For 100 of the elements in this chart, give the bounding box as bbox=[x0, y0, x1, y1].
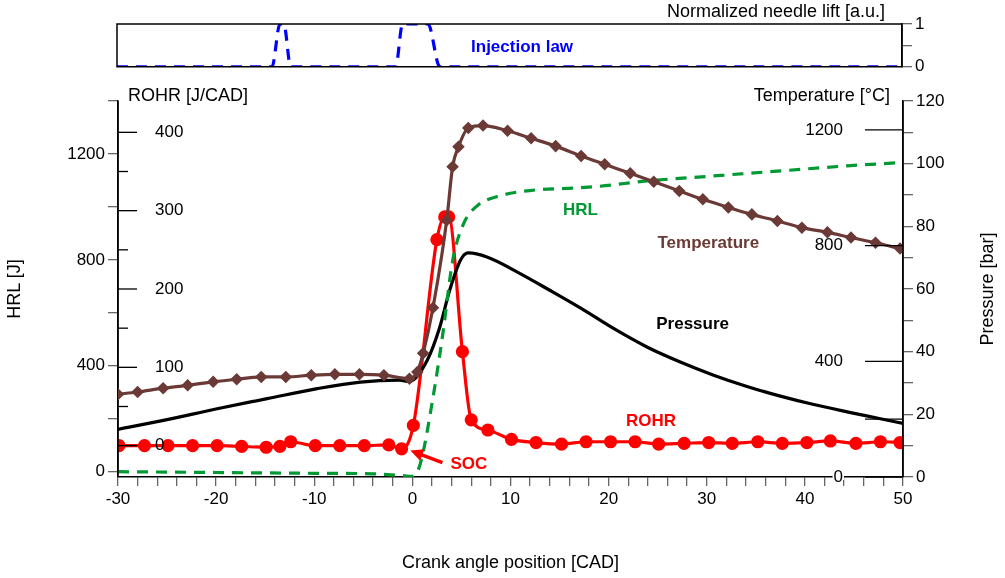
series-label: Pressure bbox=[656, 314, 730, 334]
point bbox=[746, 208, 758, 220]
series-label: ROHR bbox=[625, 411, 677, 431]
point bbox=[845, 231, 857, 244]
point bbox=[137, 439, 152, 453]
x-tick-label: 20 bbox=[599, 488, 619, 508]
x-tick-label: 30 bbox=[697, 488, 717, 508]
point bbox=[235, 439, 249, 454]
point bbox=[579, 435, 593, 449]
point bbox=[648, 176, 660, 188]
point bbox=[550, 140, 562, 152]
point bbox=[452, 141, 465, 153]
point bbox=[378, 369, 390, 381]
y-tick-label: 800 bbox=[814, 235, 843, 255]
point bbox=[411, 366, 423, 378]
point bbox=[725, 436, 739, 450]
series-label: Temperature bbox=[657, 232, 760, 252]
y-axis-title: Normalized needle lift [a.u.] bbox=[666, 0, 885, 21]
y3-axis-title: ROHR [J/CAD] bbox=[128, 84, 249, 105]
point bbox=[702, 435, 716, 450]
y2-tick-label: 100 bbox=[916, 153, 945, 173]
point bbox=[284, 435, 298, 449]
point bbox=[673, 185, 685, 197]
point bbox=[796, 222, 808, 234]
y-tick-label: 800 bbox=[76, 249, 105, 269]
point bbox=[427, 302, 439, 314]
point bbox=[775, 436, 789, 450]
point bbox=[697, 193, 709, 205]
y-tick-label: 1 bbox=[915, 13, 925, 33]
y3-tick-label: 400 bbox=[155, 122, 184, 142]
point bbox=[869, 237, 882, 249]
point bbox=[255, 371, 267, 383]
point bbox=[821, 226, 834, 238]
point bbox=[771, 215, 783, 227]
point bbox=[210, 439, 224, 453]
x-tick-label: 10 bbox=[501, 488, 520, 508]
point bbox=[455, 345, 470, 359]
y-axis-title: HRL [J] bbox=[3, 259, 24, 319]
y2-tick-label: 40 bbox=[916, 341, 935, 361]
point bbox=[751, 435, 765, 449]
point bbox=[599, 158, 611, 170]
point bbox=[501, 125, 514, 137]
point bbox=[132, 386, 144, 398]
point bbox=[624, 167, 636, 179]
point bbox=[403, 373, 416, 385]
x-axis-title: Crank angle position [CAD] bbox=[401, 552, 620, 573]
y2-axis-title: Pressure [bar] bbox=[976, 232, 997, 346]
x-tick-label: 50 bbox=[893, 488, 913, 508]
point bbox=[677, 436, 691, 450]
point bbox=[333, 439, 347, 453]
point bbox=[259, 440, 273, 454]
point bbox=[873, 435, 888, 449]
x-tick-label: -30 bbox=[105, 488, 131, 508]
point bbox=[800, 435, 814, 450]
point bbox=[628, 435, 642, 449]
point bbox=[406, 418, 420, 432]
point bbox=[849, 436, 863, 450]
point bbox=[722, 201, 734, 214]
point bbox=[308, 439, 322, 453]
x-tick-label: -20 bbox=[203, 488, 229, 508]
x-tick-label: -10 bbox=[301, 488, 327, 508]
y2-tick-label: 120 bbox=[916, 90, 945, 110]
y-axis-title: Temperature [°C] bbox=[753, 84, 890, 105]
point bbox=[554, 437, 569, 451]
point bbox=[382, 438, 396, 452]
point bbox=[207, 376, 219, 388]
point bbox=[464, 413, 478, 427]
series-label: HRL bbox=[562, 199, 598, 219]
point bbox=[462, 122, 474, 134]
y2-tick-label: 60 bbox=[916, 278, 935, 298]
point bbox=[652, 437, 666, 451]
point bbox=[447, 161, 459, 173]
point bbox=[477, 119, 489, 132]
point bbox=[430, 233, 444, 247]
point bbox=[182, 379, 194, 391]
point bbox=[504, 432, 519, 446]
point bbox=[273, 439, 287, 454]
y-tick-label: 0 bbox=[833, 466, 843, 486]
point bbox=[394, 442, 409, 456]
series-label: Injection law bbox=[471, 36, 574, 56]
point bbox=[280, 371, 292, 383]
point bbox=[823, 434, 837, 448]
y3-tick-label: 200 bbox=[155, 278, 184, 298]
y-tick-label: 400 bbox=[76, 355, 105, 375]
point bbox=[357, 439, 371, 453]
point bbox=[185, 439, 200, 453]
point bbox=[575, 150, 587, 162]
x-tick-label: 0 bbox=[407, 488, 418, 508]
point bbox=[525, 132, 537, 144]
point bbox=[353, 368, 365, 380]
y2-tick-label: 80 bbox=[916, 216, 935, 236]
point bbox=[329, 368, 341, 380]
y-tick-label: 0 bbox=[95, 461, 105, 481]
point bbox=[305, 369, 317, 381]
point bbox=[231, 373, 243, 385]
y2-tick-label: 20 bbox=[916, 404, 935, 424]
x-tick-label: 40 bbox=[795, 488, 815, 508]
y-tick-label: 400 bbox=[814, 351, 843, 370]
y-tick-label: 1200 bbox=[805, 119, 843, 139]
annotation: SOC bbox=[450, 454, 488, 474]
